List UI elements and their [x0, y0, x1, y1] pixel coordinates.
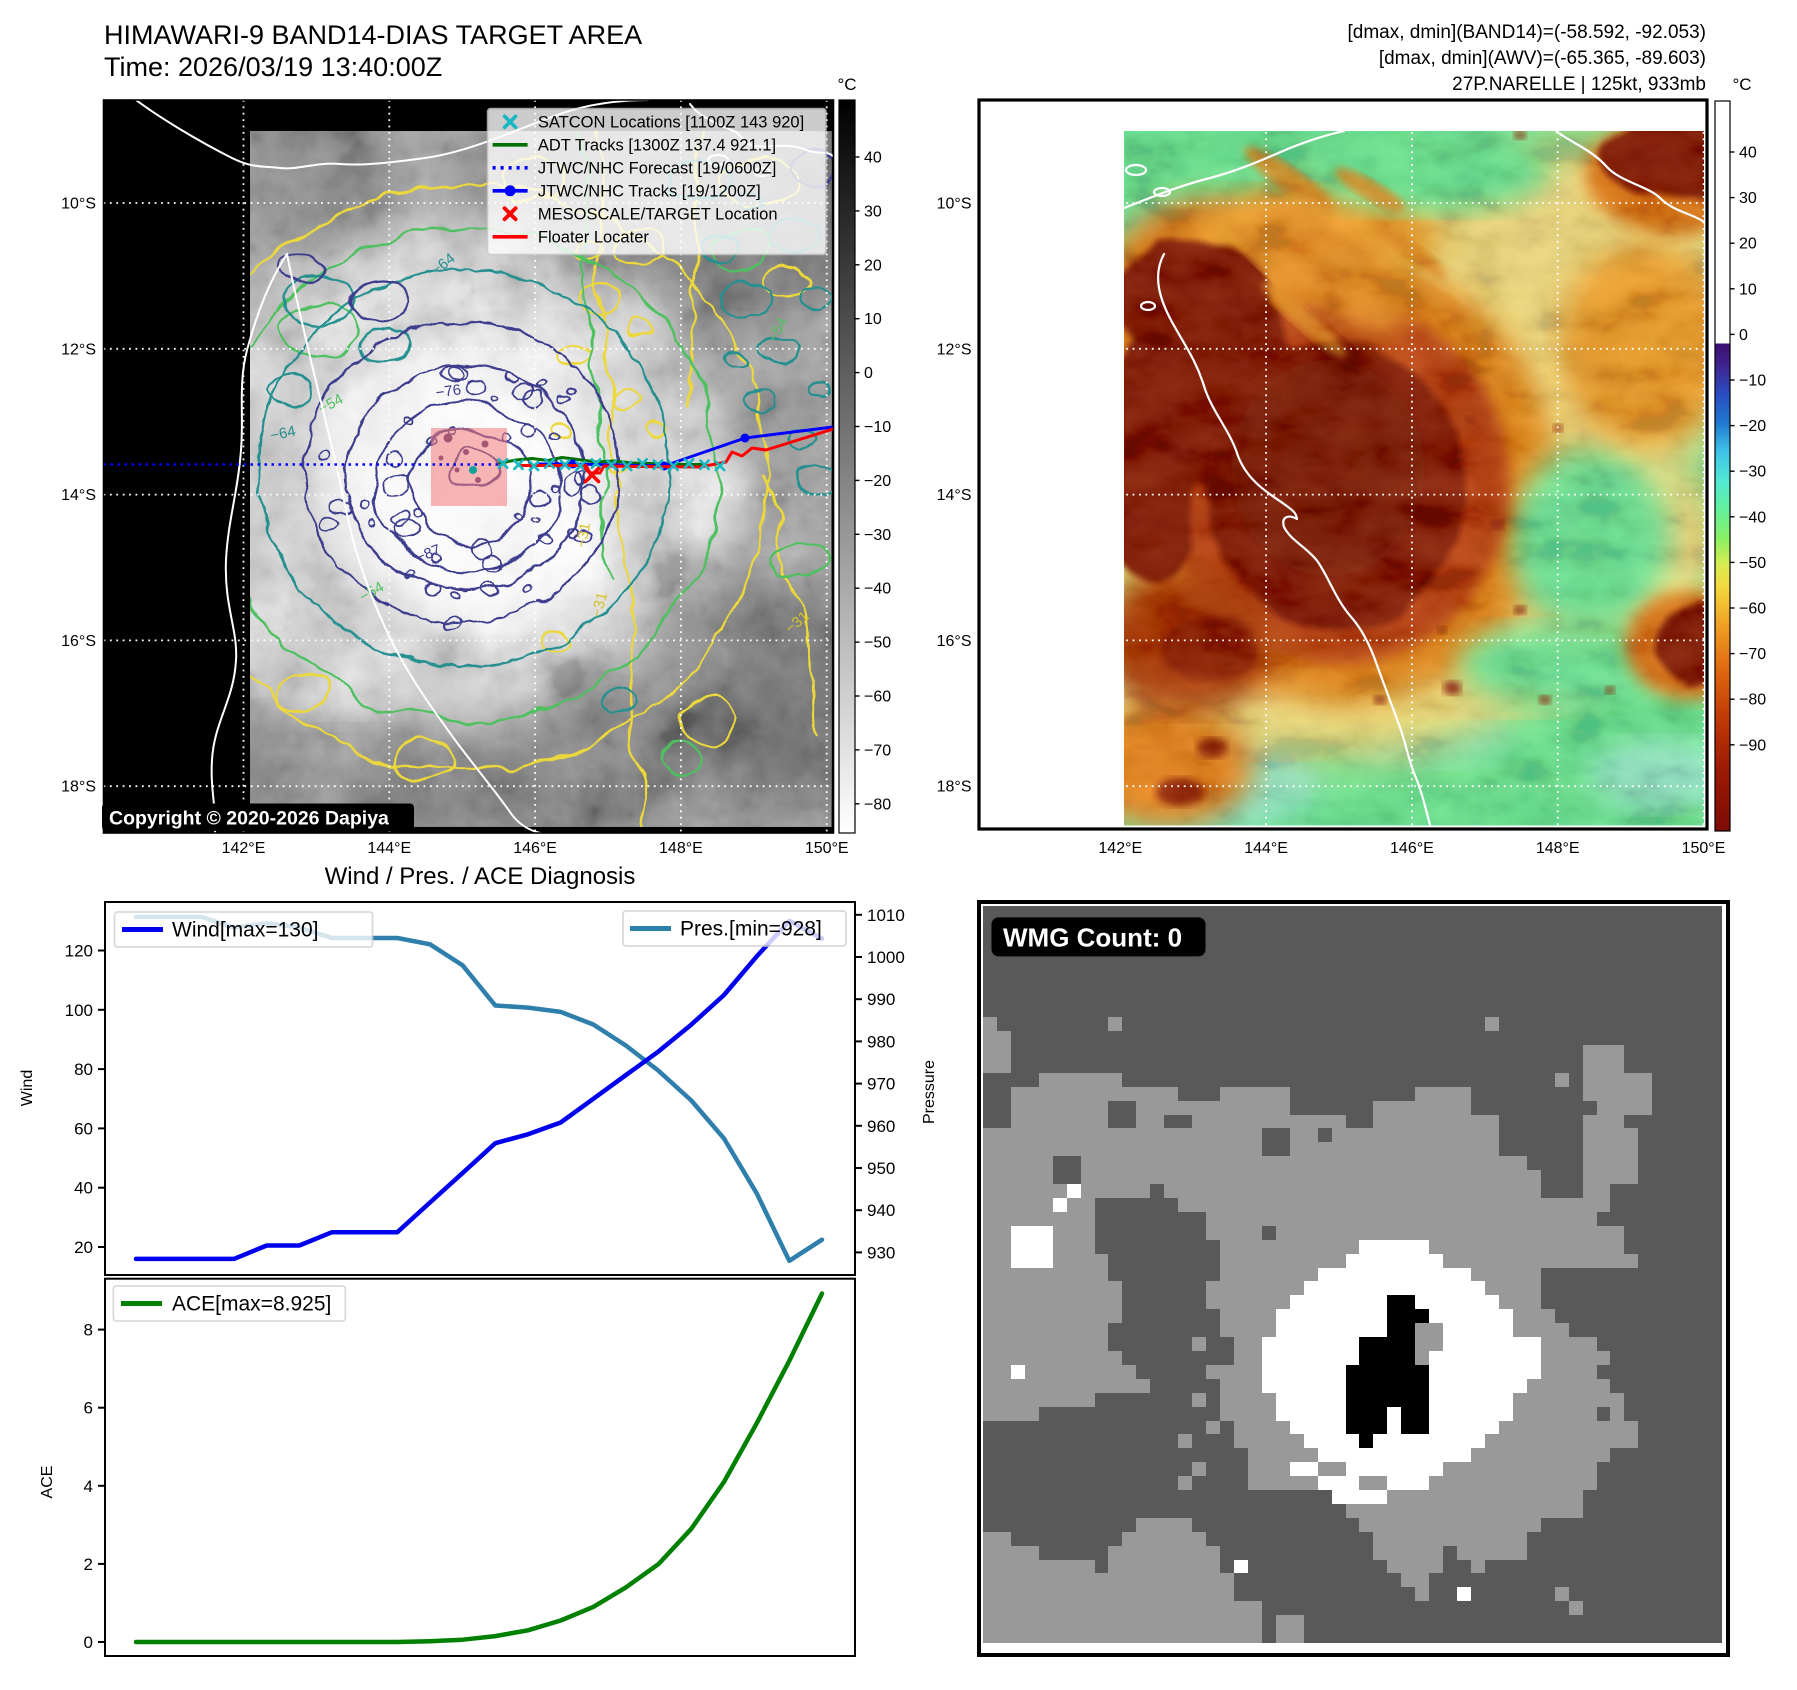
svg-text:−20: −20 [864, 473, 891, 490]
svg-text:−64: −64 [269, 423, 297, 445]
svg-text:146°E: 146°E [513, 840, 557, 857]
svg-text:Copyright © 2020-2026 Dapiya: Copyright © 2020-2026 Dapiya [109, 808, 389, 830]
svg-text:MESOSCALE/TARGET Location: MESOSCALE/TARGET Location [538, 206, 778, 224]
svg-text:120: 120 [65, 942, 93, 961]
svg-text:146°E: 146°E [1390, 840, 1434, 857]
svg-text:JTWC/NHC Tracks [19/1200Z]: JTWC/NHC Tracks [19/1200Z] [538, 183, 761, 201]
svg-text:40: 40 [74, 1179, 93, 1198]
svg-text:10: 10 [864, 311, 882, 328]
svg-text:−50: −50 [1739, 555, 1766, 572]
svg-text:ACE: ACE [39, 1466, 56, 1499]
svg-text:Wind: Wind [19, 1070, 36, 1106]
svg-text:100: 100 [65, 1001, 93, 1020]
svg-text:27P.NARELLE | 125kt, 933mb: 27P.NARELLE | 125kt, 933mb [1452, 74, 1706, 95]
svg-text:80: 80 [74, 1060, 93, 1079]
svg-text:−60: −60 [1739, 601, 1766, 618]
svg-text:−30: −30 [1739, 464, 1766, 481]
svg-text:60: 60 [74, 1119, 93, 1138]
svg-text:JTWC/NHC Forecast [19/0600Z]: JTWC/NHC Forecast [19/0600Z] [538, 160, 776, 178]
svg-text:−70: −70 [864, 742, 891, 759]
svg-text:−50: −50 [864, 635, 891, 652]
svg-text:−60: −60 [864, 689, 891, 706]
svg-text:142°E: 142°E [222, 840, 266, 857]
svg-text:148°E: 148°E [1536, 840, 1580, 857]
svg-text:−10: −10 [864, 419, 891, 436]
svg-text:30: 30 [864, 203, 882, 220]
svg-text:HIMAWARI-9 BAND14-DIAS TARGET: HIMAWARI-9 BAND14-DIAS TARGET AREA [104, 20, 642, 50]
svg-text:−31: −31 [573, 521, 594, 549]
svg-text:30: 30 [1739, 190, 1757, 207]
svg-text:12°S: 12°S [937, 341, 972, 358]
svg-text:20: 20 [864, 257, 882, 274]
svg-text:0: 0 [84, 1633, 93, 1652]
svg-text:−40: −40 [1739, 509, 1766, 526]
svg-text:6: 6 [84, 1399, 93, 1418]
svg-text:−80: −80 [864, 796, 891, 813]
svg-text:150°E: 150°E [1682, 840, 1726, 857]
svg-text:142°E: 142°E [1098, 840, 1142, 857]
svg-text:40: 40 [864, 150, 882, 167]
svg-text:14°S: 14°S [61, 487, 96, 504]
svg-text:0: 0 [864, 365, 873, 382]
svg-text:−80: −80 [1739, 692, 1766, 709]
svg-text:16°S: 16°S [61, 633, 96, 650]
svg-text:−31: −31 [588, 590, 611, 619]
svg-text:ACE[max=8.925]: ACE[max=8.925] [172, 1293, 331, 1316]
svg-text:8: 8 [84, 1321, 93, 1340]
svg-text:−90: −90 [1739, 737, 1766, 754]
svg-text:12°S: 12°S [61, 341, 96, 358]
svg-text:−76: −76 [435, 381, 463, 401]
svg-text:Pres.[min=928]: Pres.[min=928] [680, 918, 822, 941]
svg-text:20: 20 [74, 1238, 93, 1257]
svg-text:[dmax, dmin](BAND14)=(-58.592,: [dmax, dmin](BAND14)=(-58.592, -92.053) [1347, 22, 1706, 43]
svg-text:940: 940 [867, 1201, 895, 1220]
svg-text:10°S: 10°S [937, 196, 972, 213]
svg-text:990: 990 [867, 990, 895, 1009]
svg-text:−30: −30 [864, 527, 891, 544]
svg-text:150°E: 150°E [805, 840, 849, 857]
svg-text:18°S: 18°S [937, 779, 972, 796]
svg-text:°C: °C [1732, 75, 1751, 94]
svg-text:2: 2 [84, 1555, 93, 1574]
svg-text:10: 10 [1739, 281, 1757, 298]
svg-text:950: 950 [867, 1159, 895, 1178]
svg-text:1000: 1000 [867, 948, 905, 967]
svg-text:16°S: 16°S [937, 633, 972, 650]
svg-text:Pressure: Pressure [921, 1060, 938, 1124]
svg-text:970: 970 [867, 1075, 895, 1094]
svg-text:−40: −40 [864, 581, 891, 598]
svg-text:−20: −20 [1739, 418, 1766, 435]
svg-text:10°S: 10°S [61, 196, 96, 213]
svg-text:148°E: 148°E [659, 840, 703, 857]
svg-text:144°E: 144°E [367, 840, 411, 857]
svg-text:980: 980 [867, 1032, 895, 1051]
svg-text:1010: 1010 [867, 906, 905, 925]
svg-text:40: 40 [1739, 145, 1757, 162]
svg-text:144°E: 144°E [1244, 840, 1288, 857]
svg-text:Floater Locater: Floater Locater [538, 229, 649, 247]
svg-text:930: 930 [867, 1243, 895, 1262]
svg-text:960: 960 [867, 1117, 895, 1136]
svg-text:[dmax, dmin](AWV)=(-65.365, -8: [dmax, dmin](AWV)=(-65.365, -89.603) [1379, 48, 1706, 69]
svg-text:−70: −70 [1739, 646, 1766, 663]
svg-text:ADT Tracks [1300Z 137.4 921.1]: ADT Tracks [1300Z 137.4 921.1] [538, 137, 776, 155]
svg-text:°C: °C [837, 75, 856, 94]
svg-text:20: 20 [1739, 236, 1757, 253]
svg-text:4: 4 [84, 1477, 93, 1496]
svg-text:WMG Count: 0: WMG Count: 0 [1003, 923, 1182, 953]
svg-text:Time: 2026/03/19 13:40:00Z: Time: 2026/03/19 13:40:00Z [104, 52, 442, 82]
svg-text:−10: −10 [1739, 373, 1766, 390]
svg-text:0: 0 [1739, 327, 1748, 344]
svg-text:Wind / Pres. / ACE Diagnosis: Wind / Pres. / ACE Diagnosis [325, 863, 636, 890]
svg-text:Wind[max=130]: Wind[max=130] [172, 919, 319, 942]
svg-text:SATCON Locations [1100Z 143 92: SATCON Locations [1100Z 143 920] [538, 114, 804, 132]
svg-text:14°S: 14°S [937, 487, 972, 504]
svg-text:18°S: 18°S [61, 779, 96, 796]
